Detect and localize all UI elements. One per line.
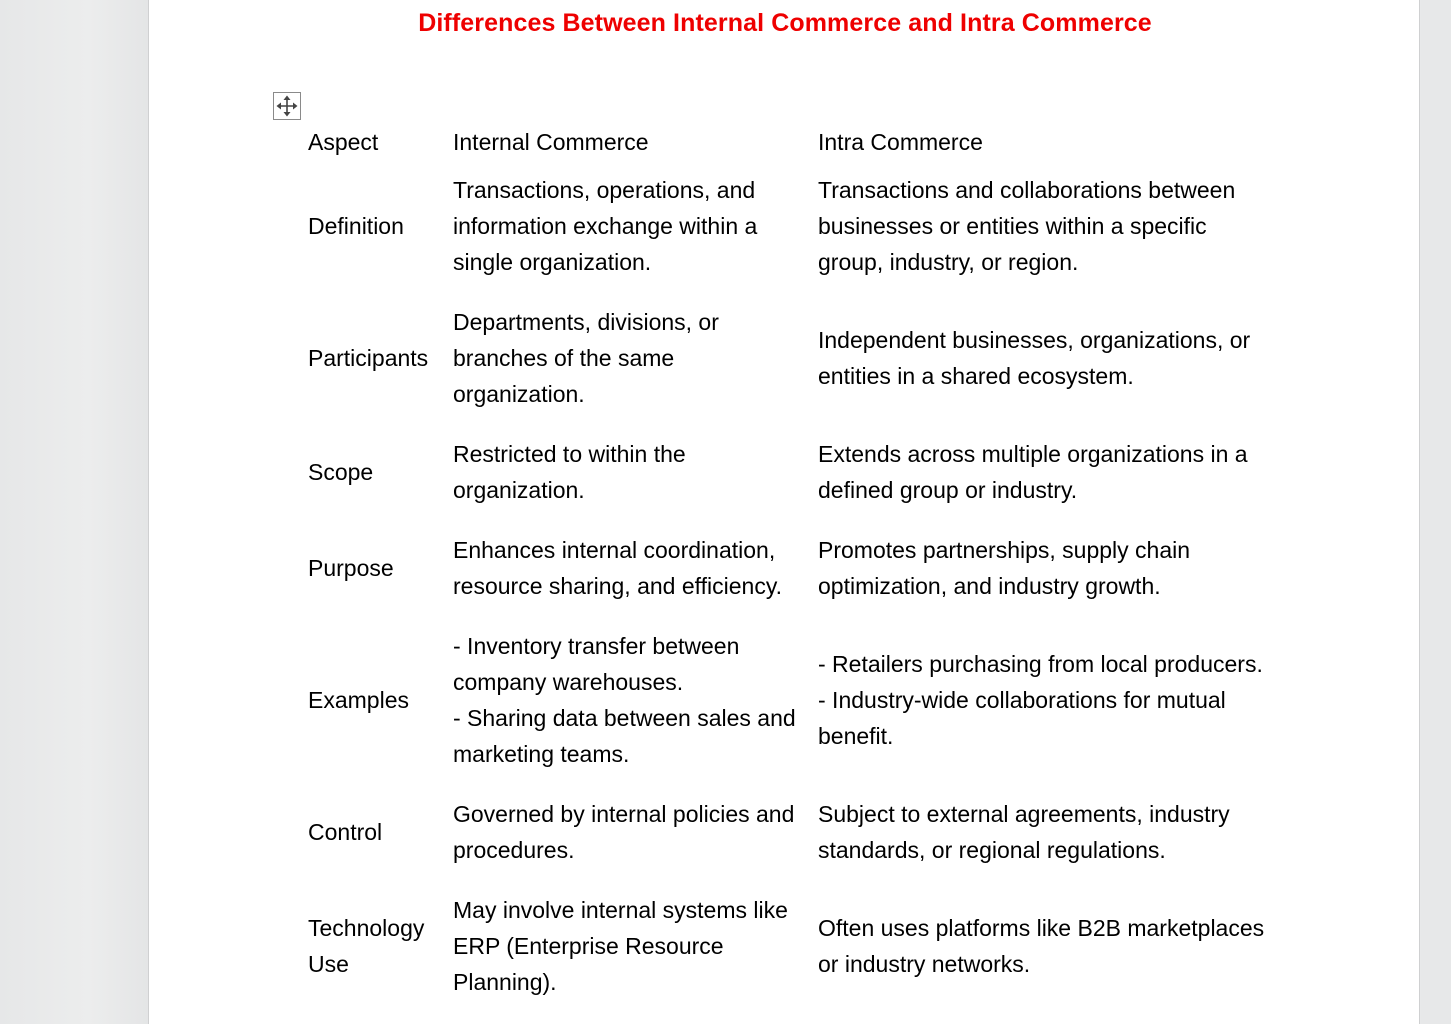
row-aspect-examples[interactable]: Examples	[308, 687, 409, 713]
internal-participants-cell[interactable]: Departments, divisions, or branches of t…	[453, 309, 719, 407]
internal-control-cell[interactable]: Governed by internal policies and proced…	[453, 801, 795, 863]
table-header-row: Aspect Internal Commerce Intra Commerce	[302, 124, 1272, 160]
table-row: Control Governed by internal policies an…	[302, 784, 1272, 880]
row-aspect-definition[interactable]: Definition	[308, 213, 404, 239]
table-row: Examples - Inventory transfer between co…	[302, 616, 1272, 784]
header-aspect[interactable]: Aspect	[308, 129, 379, 155]
intra-control-cell[interactable]: Subject to external agreements, industry…	[818, 801, 1230, 863]
row-aspect-purpose[interactable]: Purpose	[308, 555, 394, 581]
document-title[interactable]: Differences Between Internal Commerce an…	[418, 9, 1152, 37]
table-row: Scope Restricted to within the organizat…	[302, 424, 1272, 520]
intra-technology-cell[interactable]: Often uses platforms like B2B marketplac…	[818, 915, 1265, 977]
table-row: Technology Use May involve internal syst…	[302, 880, 1272, 1012]
header-internal-commerce[interactable]: Internal Commerce	[453, 129, 649, 155]
right-window-margin	[1421, 0, 1451, 1024]
document-page[interactable]: Differences Between Internal Commerce an…	[148, 0, 1420, 1024]
header-intra-commerce[interactable]: Intra Commerce	[818, 129, 983, 155]
internal-definition-cell[interactable]: Transactions, operations, and informatio…	[453, 177, 758, 275]
internal-examples-cell[interactable]: - Inventory transfer between company war…	[453, 633, 796, 767]
intra-examples-cell[interactable]: - Retailers purchasing from local produc…	[818, 651, 1263, 749]
table-row: Purpose Enhances internal coordination, …	[302, 520, 1272, 616]
internal-scope-cell[interactable]: Restricted to within the organization.	[453, 441, 686, 503]
table-row: Definition Transactions, operations, and…	[302, 160, 1272, 292]
internal-purpose-cell[interactable]: Enhances internal coordination, resource…	[453, 537, 782, 599]
row-aspect-control[interactable]: Control	[308, 819, 383, 845]
table-row: Participants Departments, divisions, or …	[302, 292, 1272, 424]
intra-purpose-cell[interactable]: Promotes partnerships, supply chain opti…	[818, 537, 1191, 599]
row-aspect-participants[interactable]: Participants	[308, 345, 429, 371]
intra-scope-cell[interactable]: Extends across multiple organizations in…	[818, 441, 1248, 503]
intra-definition-cell[interactable]: Transactions and collaborations between …	[818, 177, 1236, 275]
row-aspect-scope[interactable]: Scope	[308, 459, 374, 485]
row-aspect-technology-use[interactable]: Technology Use	[308, 915, 425, 977]
intra-participants-cell[interactable]: Independent businesses, organizations, o…	[818, 327, 1251, 389]
move-arrows-icon[interactable]	[273, 92, 301, 120]
comparison-table[interactable]: Aspect Internal Commerce Intra Commerce …	[302, 124, 1272, 1012]
left-window-margin	[0, 0, 148, 1024]
internal-technology-cell[interactable]: May involve internal systems like ERP (E…	[453, 897, 788, 995]
